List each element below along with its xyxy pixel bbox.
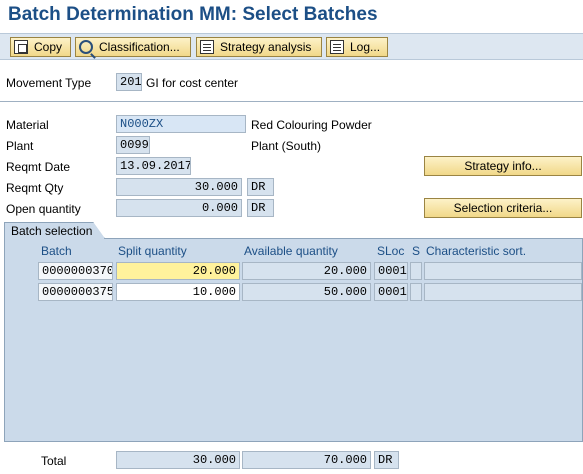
open-qty-field: 0.000: [116, 199, 242, 217]
batch-cell[interactable]: 0000000375: [38, 283, 113, 301]
reqmt-qty-field: 30.000: [116, 178, 242, 196]
reqmt-qty-unit: DR: [247, 178, 274, 196]
reqmt-date-field: 13.09.2017: [116, 157, 191, 175]
sloc-cell: 0001: [374, 262, 408, 280]
open-qty-label: Open quantity: [6, 202, 81, 216]
log-button[interactable]: Log...: [326, 37, 388, 57]
characteristic-sort-cell: [424, 262, 582, 280]
column-header-available-quantity[interactable]: Available quantity: [244, 244, 338, 258]
selection-criteria-button[interactable]: Selection criteria...: [424, 198, 582, 218]
document-icon: [200, 40, 214, 54]
strategy-analysis-button[interactable]: Strategy analysis: [196, 37, 322, 57]
split-quantity-input[interactable]: 10.000: [116, 283, 240, 301]
page-title: Batch Determination MM: Select Batches: [8, 4, 378, 25]
available-quantity-cell: 50.000: [242, 283, 371, 301]
reqmt-date-label: Reqmt Date: [6, 160, 71, 174]
column-header-split-quantity[interactable]: Split quantity: [118, 244, 187, 258]
magnifier-icon: [79, 40, 93, 54]
batch-selection-tab[interactable]: Batch selection: [4, 222, 106, 239]
movement-type-label: Movement Type: [6, 76, 92, 90]
sloc-cell: 0001: [374, 283, 408, 301]
header-separator: [0, 101, 583, 102]
plant-description: Plant (South): [251, 139, 322, 153]
column-header-characteristic-sort[interactable]: Characteristic sort.: [426, 244, 527, 258]
movement-type-field: 201: [116, 73, 142, 91]
total-split-quantity: 30.000: [116, 451, 240, 469]
total-unit: DR: [374, 451, 399, 469]
material-field: N000ZX: [116, 115, 246, 133]
total-available-quantity: 70.000: [242, 451, 371, 469]
application-toolbar: Copy Classification... Strategy analysis…: [0, 33, 583, 60]
available-quantity-cell: 20.000: [242, 262, 371, 280]
batch-cell[interactable]: 0000000370: [38, 262, 113, 280]
strategy-info-button[interactable]: Strategy info...: [424, 156, 582, 176]
column-header-sloc[interactable]: SLoc: [377, 244, 405, 258]
total-label: Total: [41, 454, 67, 468]
column-header-s[interactable]: S: [412, 244, 421, 258]
status-cell: [410, 262, 422, 280]
plant-label: Plant: [6, 139, 34, 153]
copy-button[interactable]: Copy: [10, 37, 71, 57]
reqmt-qty-label: Reqmt Qty: [6, 181, 64, 195]
plant-field: 0099: [116, 136, 150, 154]
split-quantity-input[interactable]: 20.000: [116, 262, 240, 280]
open-qty-unit: DR: [247, 199, 274, 217]
copy-icon: [14, 40, 28, 54]
classification-button[interactable]: Classification...: [75, 37, 191, 57]
material-label: Material: [6, 118, 49, 132]
material-description: Red Colouring Powder: [251, 118, 372, 132]
status-cell: [410, 283, 422, 301]
characteristic-sort-cell: [424, 283, 582, 301]
log-document-icon: [330, 40, 344, 54]
movement-type-text: GI for cost center: [146, 76, 239, 90]
column-header-batch[interactable]: Batch: [41, 244, 72, 258]
